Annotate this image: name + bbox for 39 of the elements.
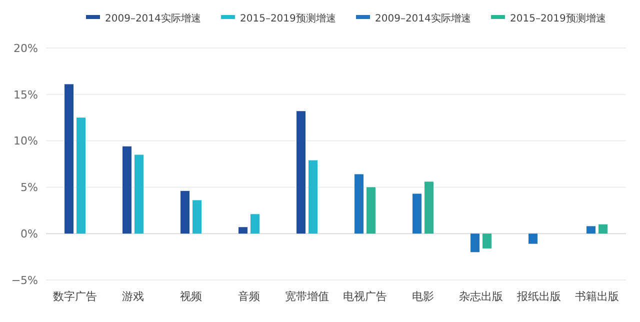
legend-label: 2015–2019预测增速 — [240, 12, 336, 24]
bar — [482, 234, 492, 248]
x-tick-label: 数字广告 — [53, 290, 97, 303]
bar — [366, 187, 376, 234]
bar — [354, 174, 364, 234]
x-tick-label: 音频 — [238, 290, 260, 303]
bar — [238, 227, 248, 234]
bar — [424, 182, 434, 234]
x-tick-label: 电视广告 — [343, 290, 387, 303]
bar — [308, 160, 318, 234]
y-tick-label: 20% — [14, 42, 38, 55]
y-tick-label: 10% — [14, 134, 38, 148]
y-tick-label: 0% — [20, 227, 38, 240]
x-tick-label: 杂志出版 — [459, 290, 503, 303]
legend-label: 2009–2014实际增速 — [105, 12, 201, 24]
bar — [528, 234, 538, 244]
x-tick-label: 宽带增值 — [285, 290, 329, 303]
y-tick-label: 5% — [20, 181, 38, 194]
bar — [122, 146, 132, 234]
bar — [412, 194, 422, 234]
bar — [470, 234, 480, 252]
bar — [64, 84, 74, 234]
legend-label: 2015–2019预测增速 — [510, 12, 606, 24]
legend-label: 2009–2014实际增速 — [375, 12, 471, 24]
y-tick-label: −5% — [11, 274, 38, 287]
bar — [598, 224, 608, 234]
bar — [250, 214, 260, 234]
y-tick-label: 15% — [14, 88, 38, 102]
bar — [586, 226, 596, 234]
bar — [192, 200, 202, 234]
x-tick-label: 电影 — [412, 290, 434, 303]
x-tick-label: 报纸出版 — [516, 290, 561, 303]
bar — [180, 190, 190, 234]
x-tick-label: 游戏 — [122, 290, 144, 303]
x-tick-label: 书籍出版 — [575, 290, 619, 303]
bar — [296, 111, 306, 234]
bar — [134, 154, 144, 234]
bar — [76, 118, 86, 234]
x-tick-label: 视频 — [180, 290, 202, 303]
